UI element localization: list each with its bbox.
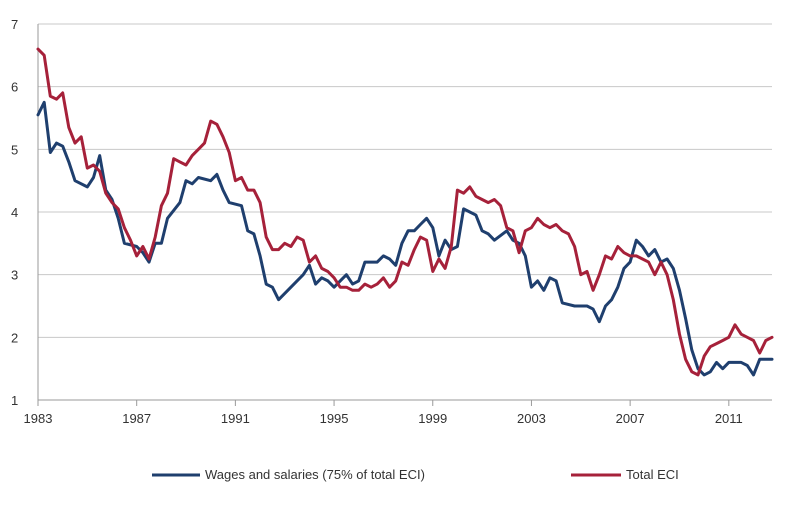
y-tick-label-1: 1 bbox=[11, 393, 18, 408]
x-tick-labels: 1983 1987 1991 1995 1999 2003 2007 2011 bbox=[24, 411, 743, 426]
y-tick-label-3: 3 bbox=[11, 268, 18, 283]
x-tick-label-1991: 1991 bbox=[221, 411, 250, 426]
x-tick-label-1999: 1999 bbox=[418, 411, 447, 426]
total-eci-line bbox=[36, 47, 774, 377]
legend: Wages and salaries (75% of total ECI) To… bbox=[152, 467, 679, 482]
y-tick-label-4: 4 bbox=[11, 205, 18, 220]
axes bbox=[37, 24, 772, 406]
x-tick-label-1995: 1995 bbox=[320, 411, 349, 426]
y-tick-label-6: 6 bbox=[11, 80, 18, 95]
legend-label-total-eci: Total ECI bbox=[626, 467, 679, 482]
x-tick-label-2007: 2007 bbox=[616, 411, 645, 426]
x-tick-label-1983: 1983 bbox=[24, 411, 53, 426]
y-tick-labels: 1 2 3 4 5 6 7 bbox=[11, 17, 18, 408]
x-tick-label-1987: 1987 bbox=[122, 411, 151, 426]
grid-lines bbox=[38, 23, 772, 338]
legend-label-wages: Wages and salaries (75% of total ECI) bbox=[205, 467, 425, 482]
series-lines bbox=[36, 47, 774, 377]
y-tick-label-7: 7 bbox=[11, 17, 18, 32]
x-tick-label-2003: 2003 bbox=[517, 411, 546, 426]
wages-and-salaries-line bbox=[36, 100, 774, 377]
y-tick-label-2: 2 bbox=[11, 330, 18, 345]
x-tick-label-2011: 2011 bbox=[715, 411, 743, 426]
y-tick-label-5: 5 bbox=[11, 142, 18, 157]
